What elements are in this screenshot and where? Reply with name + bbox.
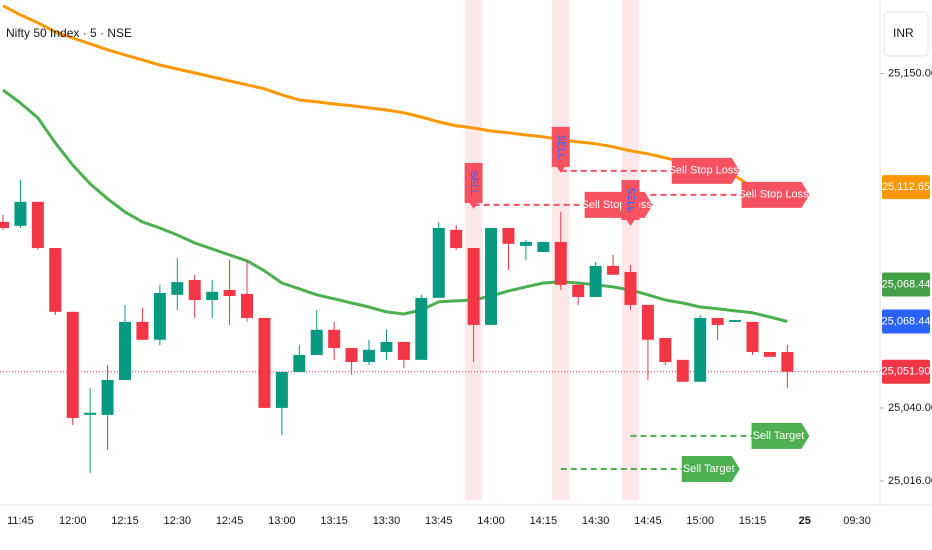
- stop-loss-box: [741, 181, 810, 208]
- candle-body: [659, 337, 672, 363]
- stop-loss-label: Sell Stop Loss: [669, 165, 740, 177]
- candle-body: [310, 329, 323, 356]
- x-tick-label: 25: [799, 515, 811, 527]
- candle-body: [345, 348, 358, 363]
- x-tick-label: 11:45: [7, 515, 34, 527]
- candle-body: [624, 272, 637, 305]
- candle-body: [0, 221, 9, 228]
- price-label-box: [882, 309, 930, 334]
- candle-body: [363, 349, 376, 363]
- candle-body: [554, 241, 567, 285]
- candle-body: [589, 265, 602, 297]
- price-label: 25,068.44: [882, 315, 931, 327]
- candle-body: [711, 317, 724, 325]
- sell-badge: [551, 126, 570, 173]
- x-tick-label: 14:30: [582, 515, 610, 527]
- candle-body: [746, 321, 759, 352]
- x-tick-label: 12:15: [111, 515, 139, 527]
- candle-body: [415, 297, 428, 360]
- candle-body: [66, 311, 79, 418]
- candle-body: [763, 351, 776, 357]
- candle-body: [537, 241, 550, 252]
- signal-band: [621, 0, 640, 500]
- candle-body: [450, 229, 463, 249]
- y-tick-label: 25,016.00: [888, 475, 932, 487]
- stop-loss-label: Sell Stop Loss: [738, 189, 809, 201]
- x-tick-label: 14:00: [477, 515, 505, 527]
- moving-average-line: [2, 4, 754, 189]
- target-label: Sell Target: [753, 430, 805, 442]
- candle-body: [49, 248, 62, 312]
- candle-body: [206, 291, 219, 300]
- candle-body: [84, 412, 97, 415]
- candle-body: [641, 304, 654, 340]
- target-box: [681, 455, 740, 482]
- y-tick-label: 25,150.00: [888, 67, 932, 79]
- x-tick-label: 14:15: [530, 515, 558, 527]
- candle-body: [485, 227, 498, 325]
- candle-body: [223, 289, 236, 297]
- candle-body: [275, 372, 288, 408]
- currency-box[interactable]: [883, 11, 929, 57]
- x-tick-label: 15:15: [739, 515, 767, 527]
- chart-title: Nifty 50 Index · 5 · NSE: [6, 26, 132, 40]
- x-tick-label: 12:45: [216, 515, 244, 527]
- candle-body: [380, 341, 393, 352]
- candle-body: [14, 201, 27, 226]
- x-tick-label: 14:45: [634, 515, 662, 527]
- x-tick-label: 12:00: [59, 515, 87, 527]
- x-tick-label: 13:45: [425, 515, 453, 527]
- sell-badge: [464, 163, 483, 210]
- x-tick-label: 13:15: [320, 515, 348, 527]
- candle-body: [572, 284, 585, 297]
- candle-body: [171, 282, 184, 295]
- candle-body: [328, 329, 341, 349]
- candle-body: [676, 359, 689, 382]
- sell-badge: [621, 180, 640, 227]
- candle-body: [502, 227, 515, 244]
- sell-badge-label: SELL: [468, 171, 479, 196]
- candle-body: [119, 321, 132, 380]
- currency: INR: [893, 26, 914, 40]
- candle-body: [781, 351, 794, 372]
- x-tick-label: 12:30: [164, 515, 192, 527]
- price-label: 25,068.44: [882, 278, 931, 290]
- candle-body: [397, 341, 410, 360]
- candle-body: [729, 320, 742, 322]
- moving-average-line: [2, 88, 788, 323]
- target-label: Sell Target: [683, 463, 735, 475]
- candle-body: [293, 355, 306, 373]
- candle-body: [519, 241, 532, 246]
- x-tick-label: 15:00: [686, 515, 714, 527]
- x-tick-label: 09:30: [843, 515, 871, 527]
- stop-loss-box: [671, 157, 740, 184]
- candle-body: [153, 293, 166, 340]
- candle-body: [188, 279, 201, 300]
- stop-loss-label: Sell Stop Loss: [581, 199, 652, 211]
- price-label-box: [882, 359, 930, 384]
- x-tick-label: 13:00: [268, 515, 296, 527]
- y-tick-label: 25,040.00: [888, 402, 932, 414]
- candle-body: [467, 248, 480, 325]
- target-box: [751, 422, 810, 449]
- candle-body: [607, 265, 620, 275]
- price-label-box: [882, 175, 930, 200]
- candle-body: [432, 227, 445, 298]
- price-label: 25,051.90: [882, 366, 931, 378]
- price-label-box: [882, 272, 930, 297]
- sell-badge-label: SELL: [625, 188, 636, 213]
- price-label: 25,112.65: [882, 181, 930, 193]
- candle-body: [241, 293, 254, 318]
- x-tick-label: 13:30: [373, 515, 401, 527]
- candle-body: [101, 379, 114, 415]
- candle-body: [136, 321, 149, 340]
- candle-body: [258, 317, 271, 408]
- sell-badge-label: SELL: [555, 135, 566, 160]
- candle-body: [694, 317, 707, 382]
- candle-body: [31, 201, 44, 249]
